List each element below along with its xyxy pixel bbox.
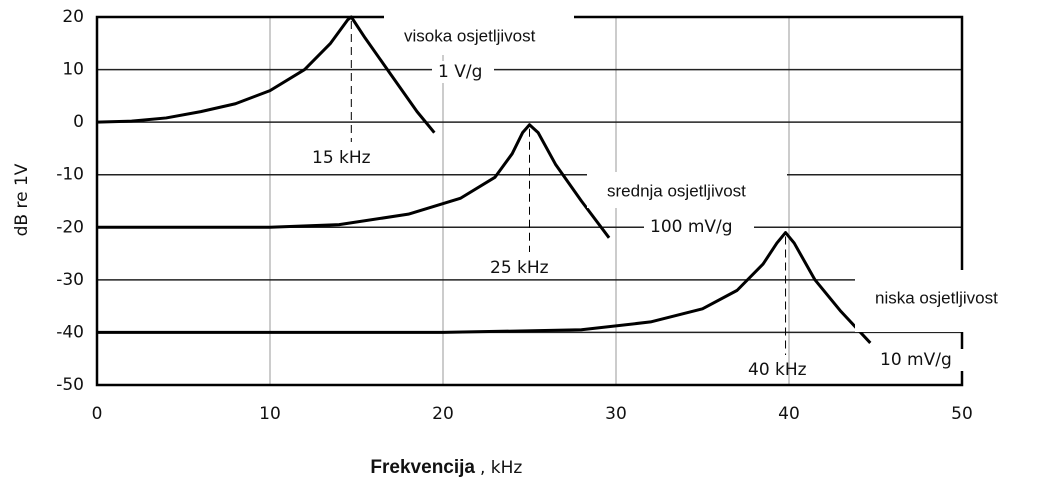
series-label: 100 mV/g (650, 217, 733, 237)
series-line (97, 123, 611, 239)
annotation: 25 kHz (490, 258, 549, 278)
y-tick-label: -20 (56, 217, 84, 237)
series-label: 1 V/g (438, 62, 482, 82)
y-tick-label: 20 (62, 7, 84, 27)
annotation-bg (384, 15, 574, 55)
x-tick-label: 10 (259, 404, 281, 424)
x-tick-label: 50 (951, 404, 973, 424)
x-tick-label: 20 (432, 404, 454, 424)
y-axis-label: dB re 1V (12, 163, 32, 236)
y-tick-label: -40 (56, 322, 84, 342)
y-tick-label: -30 (56, 270, 84, 290)
series-line (97, 231, 872, 344)
x-axis-unit: , kHz (480, 458, 522, 478)
annotation-bg (855, 270, 1021, 332)
annotation: visoka osjetljivost (404, 26, 536, 45)
series-line (96, 15, 436, 134)
annotation: niska osjetljivost (875, 288, 998, 307)
y-tick-label: -10 (56, 165, 84, 185)
x-tick-label: 30 (605, 404, 627, 424)
label-bg (644, 216, 754, 238)
label-bg (432, 61, 494, 83)
annotation: 40 kHz (748, 360, 807, 380)
annotation: 15 kHz (312, 148, 371, 168)
series-label: 10 mV/g (880, 350, 952, 370)
y-tick-label: 0 (73, 112, 84, 132)
x-tick-label: 0 (92, 404, 103, 424)
annotation-bg (587, 172, 787, 208)
label-bg (874, 349, 984, 371)
x-tick-label: 40 (778, 404, 800, 424)
annotation: srednja osjetljivost (607, 181, 746, 200)
x-axis-label: Frekvencija (370, 457, 475, 478)
y-tick-label: -50 (56, 375, 84, 395)
y-tick-label: 10 (62, 60, 84, 80)
